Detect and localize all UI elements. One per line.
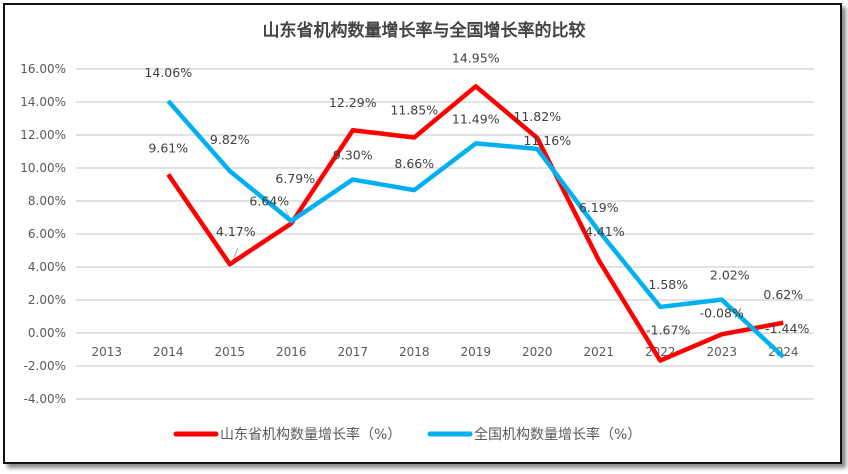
y-axis: 16.00% 14.00% 12.00% 10.00% 8.00% 6.00% 4.00% 2… [20, 62, 66, 406]
series-lines [166, 84, 785, 363]
x-tick-label: 2020 [522, 345, 553, 359]
y-tick-label: 16.00% [20, 62, 66, 76]
y-tick-label: -4.00% [24, 392, 66, 406]
x-tick-label: 2023 [706, 345, 737, 359]
legend-label: 山东省机构数量增长率（%） [220, 426, 401, 443]
data-label: 14.95% [452, 50, 500, 65]
data-label: 14.06% [144, 65, 192, 80]
series-line-1 [166, 99, 785, 359]
grid [76, 68, 814, 400]
data-label: 11.49% [452, 111, 500, 126]
y-tick-label: 10.00% [20, 161, 66, 175]
data-label: -1.44% [765, 321, 809, 336]
data-label: 11.82% [513, 109, 561, 124]
chart-title: 山东省机构数量增长率与全国增长率的比较 [263, 20, 586, 41]
data-label: 12.29% [329, 95, 377, 110]
y-tick-label: 0.00% [28, 326, 66, 340]
data-label: -1.67% [646, 323, 690, 338]
data-label: 4.17% [216, 224, 256, 239]
data-label: 9.61% [148, 140, 188, 155]
data-labels: 9.61% 4.17% 6.64% 12.29% 11.85% 14.95% 11.82% 4… [144, 50, 809, 337]
x-axis: 2013 2014 2015 2016 2017 2018 2019 2020 2021 2022… [91, 345, 798, 359]
data-label: 6.64% [249, 193, 289, 208]
series-line-0 [166, 84, 784, 363]
data-label: 1.58% [648, 277, 688, 292]
data-label: 6.79% [275, 171, 315, 186]
x-tick-label: 2015 [214, 345, 245, 359]
legend-label: 全国机构数量增长率（%） [474, 426, 641, 443]
y-tick-label: -2.00% [24, 359, 66, 373]
x-tick-label: 2017 [337, 345, 368, 359]
y-tick-label: 8.00% [28, 194, 66, 208]
data-label: 9.30% [333, 148, 373, 163]
data-label: 11.16% [523, 133, 571, 148]
legend: 山东省机构数量增长率（%） 全国机构数量增长率（%） [173, 426, 641, 443]
data-label: -0.08% [700, 305, 744, 320]
data-label: 0.62% [763, 287, 803, 302]
y-tick-label: 2.00% [28, 293, 66, 307]
data-label: 6.19% [579, 200, 619, 215]
data-label: 2.02% [710, 268, 750, 283]
x-tick-label: 2016 [276, 345, 307, 359]
x-tick-label: 2018 [399, 345, 430, 359]
data-label: 9.82% [210, 132, 250, 147]
y-tick-label: 14.00% [20, 95, 66, 109]
y-tick-label: 4.00% [28, 260, 66, 274]
data-label: 11.85% [390, 102, 438, 117]
y-tick-label: 12.00% [20, 128, 66, 142]
x-tick-label: 2014 [153, 345, 184, 359]
x-tick-label: 2021 [583, 345, 614, 359]
x-tick-label: 2013 [91, 345, 122, 359]
data-label: 8.66% [394, 156, 434, 171]
data-label: 4.41% [585, 224, 625, 239]
y-tick-label: 6.00% [28, 227, 66, 241]
x-tick-label: 2019 [460, 345, 491, 359]
